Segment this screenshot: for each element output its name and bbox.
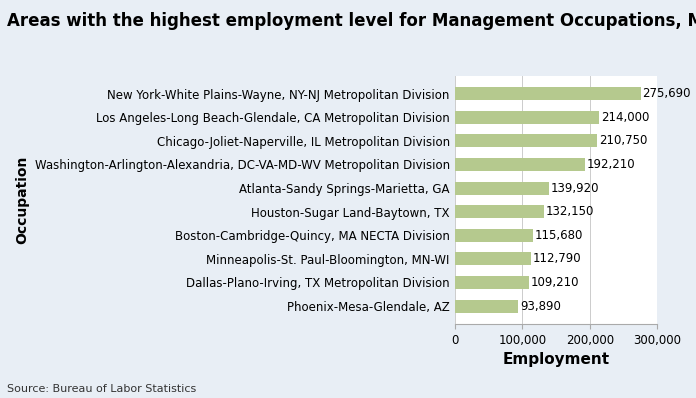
Bar (455, 205, 544, 218)
Text: 139,920: 139,920 (551, 181, 599, 195)
Bar (455, 158, 585, 171)
Bar (455, 229, 533, 242)
Bar (455, 252, 531, 265)
Text: Areas with the highest employment level for Management Occupations, May 2011: Areas with the highest employment level … (7, 12, 696, 30)
Bar (455, 181, 549, 195)
Text: 214,000: 214,000 (601, 111, 649, 124)
Bar (455, 300, 519, 312)
Text: 192,210: 192,210 (586, 158, 635, 171)
Text: 112,790: 112,790 (532, 252, 581, 265)
Bar (455, 276, 529, 289)
Text: 210,750: 210,750 (599, 135, 647, 147)
Text: 275,690: 275,690 (642, 87, 691, 100)
Y-axis label: Occupation: Occupation (15, 156, 29, 244)
Bar (455, 135, 597, 147)
Text: 93,890: 93,890 (520, 300, 561, 312)
Text: 109,210: 109,210 (530, 276, 579, 289)
X-axis label: Employment: Employment (503, 352, 610, 367)
Bar (455, 87, 640, 100)
Text: 115,680: 115,680 (535, 229, 583, 242)
Bar (455, 111, 599, 124)
Text: Source: Bureau of Labor Statistics: Source: Bureau of Labor Statistics (7, 384, 196, 394)
Text: 132,150: 132,150 (546, 205, 594, 218)
